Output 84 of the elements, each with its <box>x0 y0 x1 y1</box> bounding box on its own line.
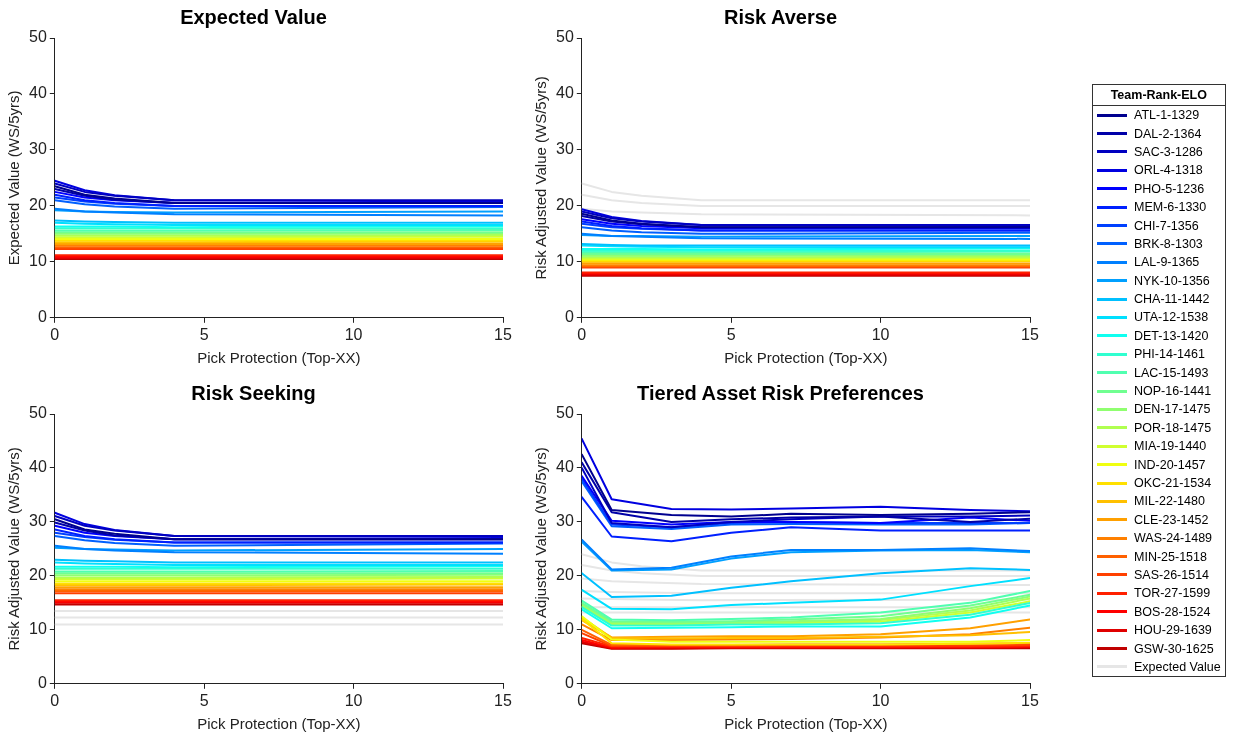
legend-label: DEN-17-1475 <box>1134 402 1211 417</box>
y-axis-title: Expected Value (WS/5yrs) <box>5 90 23 266</box>
y-tick-label: 40 <box>29 458 47 476</box>
legend-label: PHI-14-1461 <box>1134 347 1205 362</box>
legend-label: MIL-22-1480 <box>1134 494 1205 509</box>
y-axis-title: Risk Adjusted Value (WS/5yrs) <box>532 76 550 280</box>
y-tick-label: 50 <box>29 404 47 422</box>
legend-label: BOS-28-1524 <box>1134 604 1211 619</box>
legend-label: OKC-21-1534 <box>1134 476 1212 490</box>
legend-label: POR-18-1475 <box>1134 420 1212 435</box>
y-tick-label: 30 <box>29 512 47 530</box>
y-tick-label: 20 <box>556 566 574 584</box>
legend-label: MIN-25-1518 <box>1134 549 1207 564</box>
legend-label: MIA-19-1440 <box>1134 439 1207 454</box>
x-tick-label: 15 <box>494 691 512 709</box>
y-axis-title: Risk Adjusted Value (WS/5yrs) <box>5 447 23 651</box>
y-tick-label: 10 <box>29 620 47 638</box>
chart-title: Tiered Asset Risk Preferences <box>637 381 924 404</box>
x-tick-label: 10 <box>344 325 363 343</box>
legend-label: GSW-30-1625 <box>1134 641 1214 656</box>
x-axis-title: Pick Protection (Top-XX) <box>197 715 361 733</box>
chart-title: Expected Value <box>180 5 327 28</box>
legend-label: TOR-27-1599 <box>1134 586 1211 601</box>
x-tick-label: 10 <box>871 691 890 709</box>
legend-label: SAS-26-1514 <box>1134 567 1210 582</box>
y-tick-label: 50 <box>556 404 574 422</box>
y-tick-label: 10 <box>556 252 574 270</box>
x-tick-label: 0 <box>50 325 60 343</box>
legend-label: LAL-9-1365 <box>1134 255 1200 270</box>
legend-label: NYK-10-1356 <box>1134 273 1210 288</box>
y-tick-label: 50 <box>29 28 47 46</box>
x-tick-label: 15 <box>494 325 512 343</box>
legend-label: CHA-11-1442 <box>1134 292 1210 307</box>
legend-label: PHO-5-1236 <box>1134 181 1205 196</box>
legend-label: DAL-2-1364 <box>1134 126 1202 141</box>
x-tick-label: 5 <box>199 691 209 709</box>
y-tick-label: 10 <box>556 620 574 638</box>
y-tick-label: 0 <box>564 674 574 692</box>
legend-label: LAC-15-1493 <box>1134 365 1209 380</box>
y-tick-label: 20 <box>29 566 47 584</box>
x-tick-label: 0 <box>577 325 587 343</box>
y-tick-label: 40 <box>29 84 47 102</box>
legend-label: CLE-23-1452 <box>1134 512 1209 527</box>
legend-label: BRK-8-1303 <box>1134 236 1203 251</box>
y-axis-title: Risk Adjusted Value (WS/5yrs) <box>532 447 550 651</box>
legend-label: WAS-24-1489 <box>1134 531 1213 546</box>
chart-title: Risk Seeking <box>191 381 316 404</box>
legend-title: Team-Rank-ELO <box>1093 85 1225 106</box>
y-tick-label: 50 <box>556 28 574 46</box>
y-tick-label: 0 <box>37 308 47 326</box>
x-tick-label: 5 <box>199 325 209 343</box>
legend-label: HOU-29-1639 <box>1134 623 1212 638</box>
y-tick-label: 30 <box>556 140 574 158</box>
legend-label: ATL-1-1329 <box>1134 108 1200 123</box>
x-axis-title: Pick Protection (Top-XX) <box>197 349 361 367</box>
y-tick-label: 0 <box>37 674 47 692</box>
x-tick-label: 10 <box>871 325 890 343</box>
x-axis-title: Pick Protection (Top-XX) <box>724 349 888 367</box>
x-tick-label: 15 <box>1021 691 1039 709</box>
y-tick-label: 30 <box>556 512 574 530</box>
y-tick-label: 0 <box>564 308 574 326</box>
x-tick-label: 5 <box>726 325 736 343</box>
legend-label: DET-13-1420 <box>1134 328 1209 343</box>
legend-label: Expected Value <box>1134 659 1221 674</box>
y-tick-label: 40 <box>556 84 574 102</box>
legend-label: SAC-3-1286 <box>1134 144 1203 159</box>
x-tick-label: 15 <box>1021 325 1039 343</box>
y-tick-label: 20 <box>556 196 574 214</box>
y-tick-label: 30 <box>29 140 47 158</box>
legend-label: UTA-12-1538 <box>1134 310 1209 325</box>
x-axis-title: Pick Protection (Top-XX) <box>724 715 888 733</box>
legend-label: CHI-7-1356 <box>1134 218 1199 233</box>
chart-title: Risk Averse <box>723 5 838 28</box>
x-tick-label: 0 <box>577 691 587 709</box>
legend-label: NOP-16-1441 <box>1134 384 1212 399</box>
legend-label: IND-20-1457 <box>1134 457 1206 472</box>
y-tick-label: 40 <box>556 458 574 476</box>
y-tick-label: 20 <box>29 196 47 214</box>
legend-label: MEM-6-1330 <box>1134 200 1207 215</box>
x-tick-label: 10 <box>344 691 363 709</box>
x-tick-label: 5 <box>726 691 736 709</box>
x-tick-label: 0 <box>50 691 60 709</box>
y-tick-label: 10 <box>29 252 47 270</box>
legend-label: ORL-4-1318 <box>1134 163 1203 178</box>
